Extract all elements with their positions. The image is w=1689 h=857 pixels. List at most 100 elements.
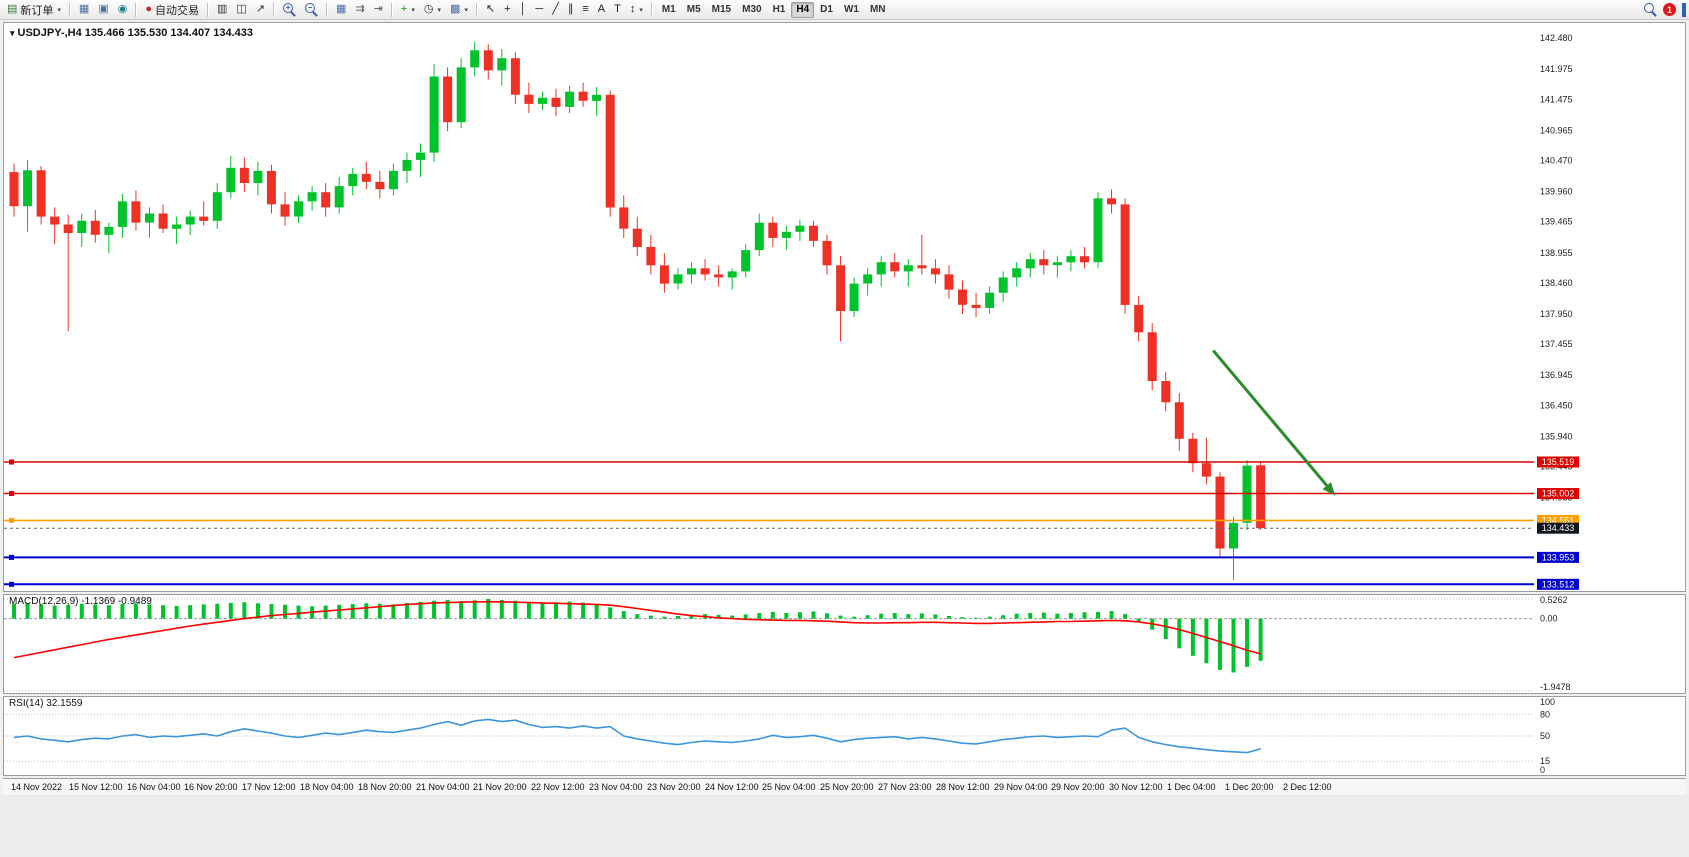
price-axis-label: 136.945 <box>1540 370 1573 380</box>
timeframe-m5[interactable]: M5 <box>686 3 701 15</box>
candle <box>1080 247 1089 269</box>
timeframe-w1[interactable]: W1 <box>843 3 859 15</box>
current-price-tag-text: 134.433 <box>1542 523 1575 533</box>
timeframe-m15[interactable]: M15 <box>711 3 732 15</box>
candle <box>497 49 507 86</box>
candle <box>429 64 439 162</box>
candle <box>158 204 168 233</box>
price-axis-label: 141.975 <box>1540 64 1573 74</box>
line-price-tag-text: 134.561 <box>1542 515 1575 525</box>
candle <box>1201 437 1211 485</box>
fibonacci-tool-button[interactable]: ≡ <box>578 0 592 19</box>
cursor-tool-button[interactable]: ↖ <box>482 0 499 19</box>
line-anchor-handle[interactable] <box>9 459 14 465</box>
price-axis-label: 141.475 <box>1540 94 1573 104</box>
trend-arrow[interactable] <box>1212 349 1336 496</box>
tile-windows-icon[interactable]: ▦ <box>75 0 93 19</box>
candle <box>294 195 304 223</box>
price-axis-label: 136.450 <box>1540 400 1573 410</box>
line-chart-type-button-icon: ↗ <box>255 3 266 15</box>
time-label: 25 Nov 04:00 <box>762 782 816 792</box>
dropdown-caret-icon: ▾ <box>437 6 441 14</box>
time-label: 23 Nov 04:00 <box>589 782 643 792</box>
candle <box>578 82 588 107</box>
timeframe-h1[interactable]: H1 <box>772 3 786 15</box>
auto-trading-button-label: 自动交易 <box>155 4 199 17</box>
toolbar-separator <box>390 2 393 17</box>
new-order-button[interactable]: ▤ 新订单 ▾ <box>3 0 65 19</box>
time-label: 16 Nov 04:00 <box>127 782 181 792</box>
tile-grid-icon[interactable]: ▦ <box>332 0 350 19</box>
print-icon[interactable]: ▣ <box>94 0 112 19</box>
preview-icon[interactable]: ◉ <box>114 0 132 19</box>
candle <box>781 225 791 251</box>
timeframe-mn[interactable]: MN <box>869 3 886 15</box>
macd-panel[interactable]: 0.5262 0.00 -1.9478 MACD(12,26,9) -1.1369 … <box>3 594 1686 694</box>
candle <box>985 286 995 314</box>
chart-context-icon: ▾ <box>10 28 15 38</box>
candle <box>185 210 195 235</box>
line-price-tag <box>1537 514 1579 526</box>
main-chart-panel[interactable]: 142.480 141.975 141.475 140.965 140.470 139.9… <box>3 22 1686 592</box>
vertical-line-tool-button[interactable]: │ <box>516 0 531 19</box>
rsi-axis-label: 0 <box>1540 765 1545 775</box>
channel-tool-button[interactable]: ∥ <box>564 0 578 19</box>
horizontal-line-tool-button[interactable]: ─ <box>531 0 547 19</box>
candle <box>1120 198 1130 314</box>
trendline-tool-button[interactable]: ╱ <box>548 0 563 19</box>
candle <box>239 157 249 193</box>
search-icon[interactable] <box>1644 3 1657 17</box>
candle <box>510 52 520 104</box>
price-axis-label: 139.960 <box>1540 187 1573 197</box>
timeframe-m1[interactable]: M1 <box>661 3 676 15</box>
candle <box>307 186 317 211</box>
candle <box>836 256 846 342</box>
timeframe-d1[interactable]: D1 <box>820 3 833 15</box>
line-anchor-handle[interactable] <box>9 554 14 560</box>
candle <box>727 268 737 290</box>
timeframe-h4[interactable]: H4 <box>791 1 815 18</box>
line-anchor-handle[interactable] <box>9 581 14 587</box>
auto-scroll-button[interactable]: ⇉ <box>351 0 368 19</box>
candle <box>958 280 967 314</box>
time-label: 23 Nov 20:00 <box>647 782 701 792</box>
periods-button[interactable]: ◷ ▾ <box>420 0 445 19</box>
templates-button[interactable]: ▩ ▾ <box>446 0 472 19</box>
chart-shift-button-icon: ⇥ <box>373 3 383 15</box>
time-axis[interactable]: 14 Nov 2022 15 Nov 12:00 16 Nov 04:00 16 No… <box>3 778 1686 796</box>
timeframe-m30[interactable]: M30 <box>742 3 762 15</box>
text-tool-button[interactable]: A <box>594 0 609 19</box>
arrows-tool-button[interactable]: ↕ ▾ <box>626 0 647 19</box>
candle <box>104 222 114 254</box>
line-price-tag <box>1537 488 1579 499</box>
trendline-tool-button-icon: ╱ <box>552 3 559 15</box>
preview-icon-icon: ◉ <box>117 3 128 15</box>
cursor-tool-button-icon: ↖ <box>485 3 496 15</box>
notification-badge[interactable]: 1 <box>1663 3 1676 16</box>
candle <box>646 234 656 275</box>
candle <box>348 167 358 196</box>
zoom-in-button[interactable]: + <box>279 0 300 19</box>
label-tool-button[interactable]: T <box>610 0 625 19</box>
line-anchor-handle[interactable] <box>9 491 14 496</box>
line-price-tag-text: 135.519 <box>1542 457 1575 467</box>
candlestick-chart-type-button[interactable]: ◫ <box>232 0 250 19</box>
candle <box>334 177 344 214</box>
main-chart-svg[interactable]: 142.480 141.975 141.475 140.965 140.470 139.9… <box>4 23 1685 591</box>
indicators-button-icon: + <box>400 3 408 15</box>
line-anchor-handle[interactable] <box>9 517 14 523</box>
time-label: 24 Nov 12:00 <box>705 782 759 792</box>
bar-chart-type-button[interactable]: ▥ <box>213 0 231 19</box>
chart-shift-button[interactable]: ⇥ <box>370 0 387 19</box>
auto-trading-button[interactable]: ● 自动交易 <box>141 0 203 19</box>
candle <box>1107 189 1116 214</box>
toolbar-separator <box>135 2 138 17</box>
crosshair-tool-button[interactable]: + <box>500 0 514 19</box>
zoom-out-button[interactable]: − <box>301 0 322 19</box>
line-chart-type-button[interactable]: ↗ <box>252 0 269 19</box>
crosshair-tool-button-icon: + <box>504 3 511 15</box>
rsi-panel[interactable]: 100 80 50 15 0 RSI(14) 32.1559 <box>3 696 1686 776</box>
time-label: 28 Nov 12:00 <box>936 782 990 792</box>
window-bottom-area <box>0 795 1689 857</box>
indicators-button[interactable]: + ▾ <box>397 0 419 19</box>
